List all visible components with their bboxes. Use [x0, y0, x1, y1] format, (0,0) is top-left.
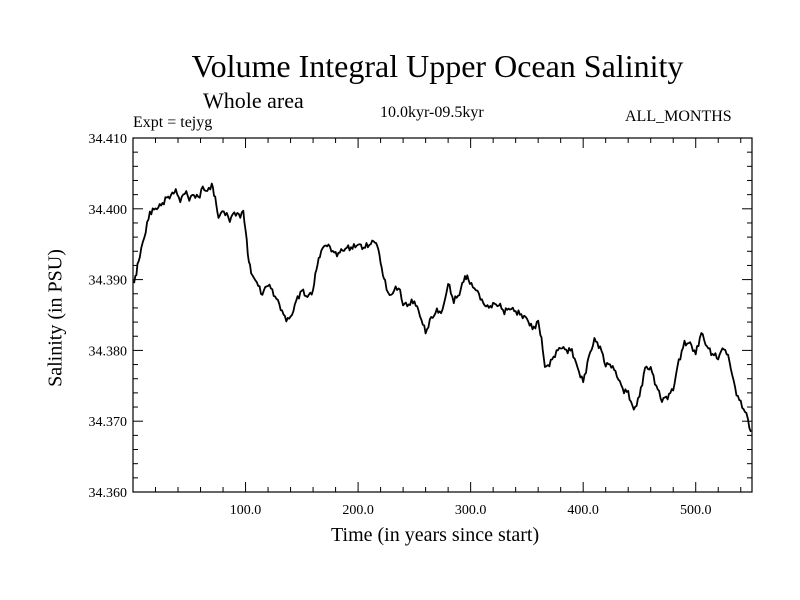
period-label: 10.0kyr-09.5kyr: [380, 104, 484, 121]
plot-frame: [132, 137, 753, 493]
y-tick-label: 34.380: [89, 344, 128, 359]
x-tick-label: 500.0: [680, 503, 712, 518]
y-tick-label: 34.400: [89, 203, 128, 218]
y-tick-label: 34.370: [89, 415, 128, 430]
tick-labels: 100.0 200.0 300.0 400.0 500.0 34.360 34.370 34.…: [89, 132, 712, 518]
x-tick-label: 100.0: [230, 503, 262, 518]
chart-title: Volume Integral Upper Ocean Salinity: [191, 48, 684, 84]
x-tick-label: 200.0: [342, 503, 374, 518]
salinity-series-line: [133, 182, 752, 433]
experiment-label: Expt = tejyg: [133, 114, 213, 131]
y-tick-label: 34.410: [89, 132, 128, 147]
y-tick-label: 34.390: [89, 274, 128, 289]
x-axis-label: Time (in years since start): [331, 524, 540, 546]
x-tick-label: 300.0: [455, 503, 487, 518]
y-tick-label: 34.360: [89, 486, 128, 501]
x-tick-label: 400.0: [567, 503, 599, 518]
tick-marks: [133, 138, 752, 492]
chart-subtitle: Whole area: [203, 88, 304, 113]
y-axis-label: Salinity (in PSU): [44, 249, 67, 387]
months-label: ALL_MONTHS: [625, 108, 732, 125]
